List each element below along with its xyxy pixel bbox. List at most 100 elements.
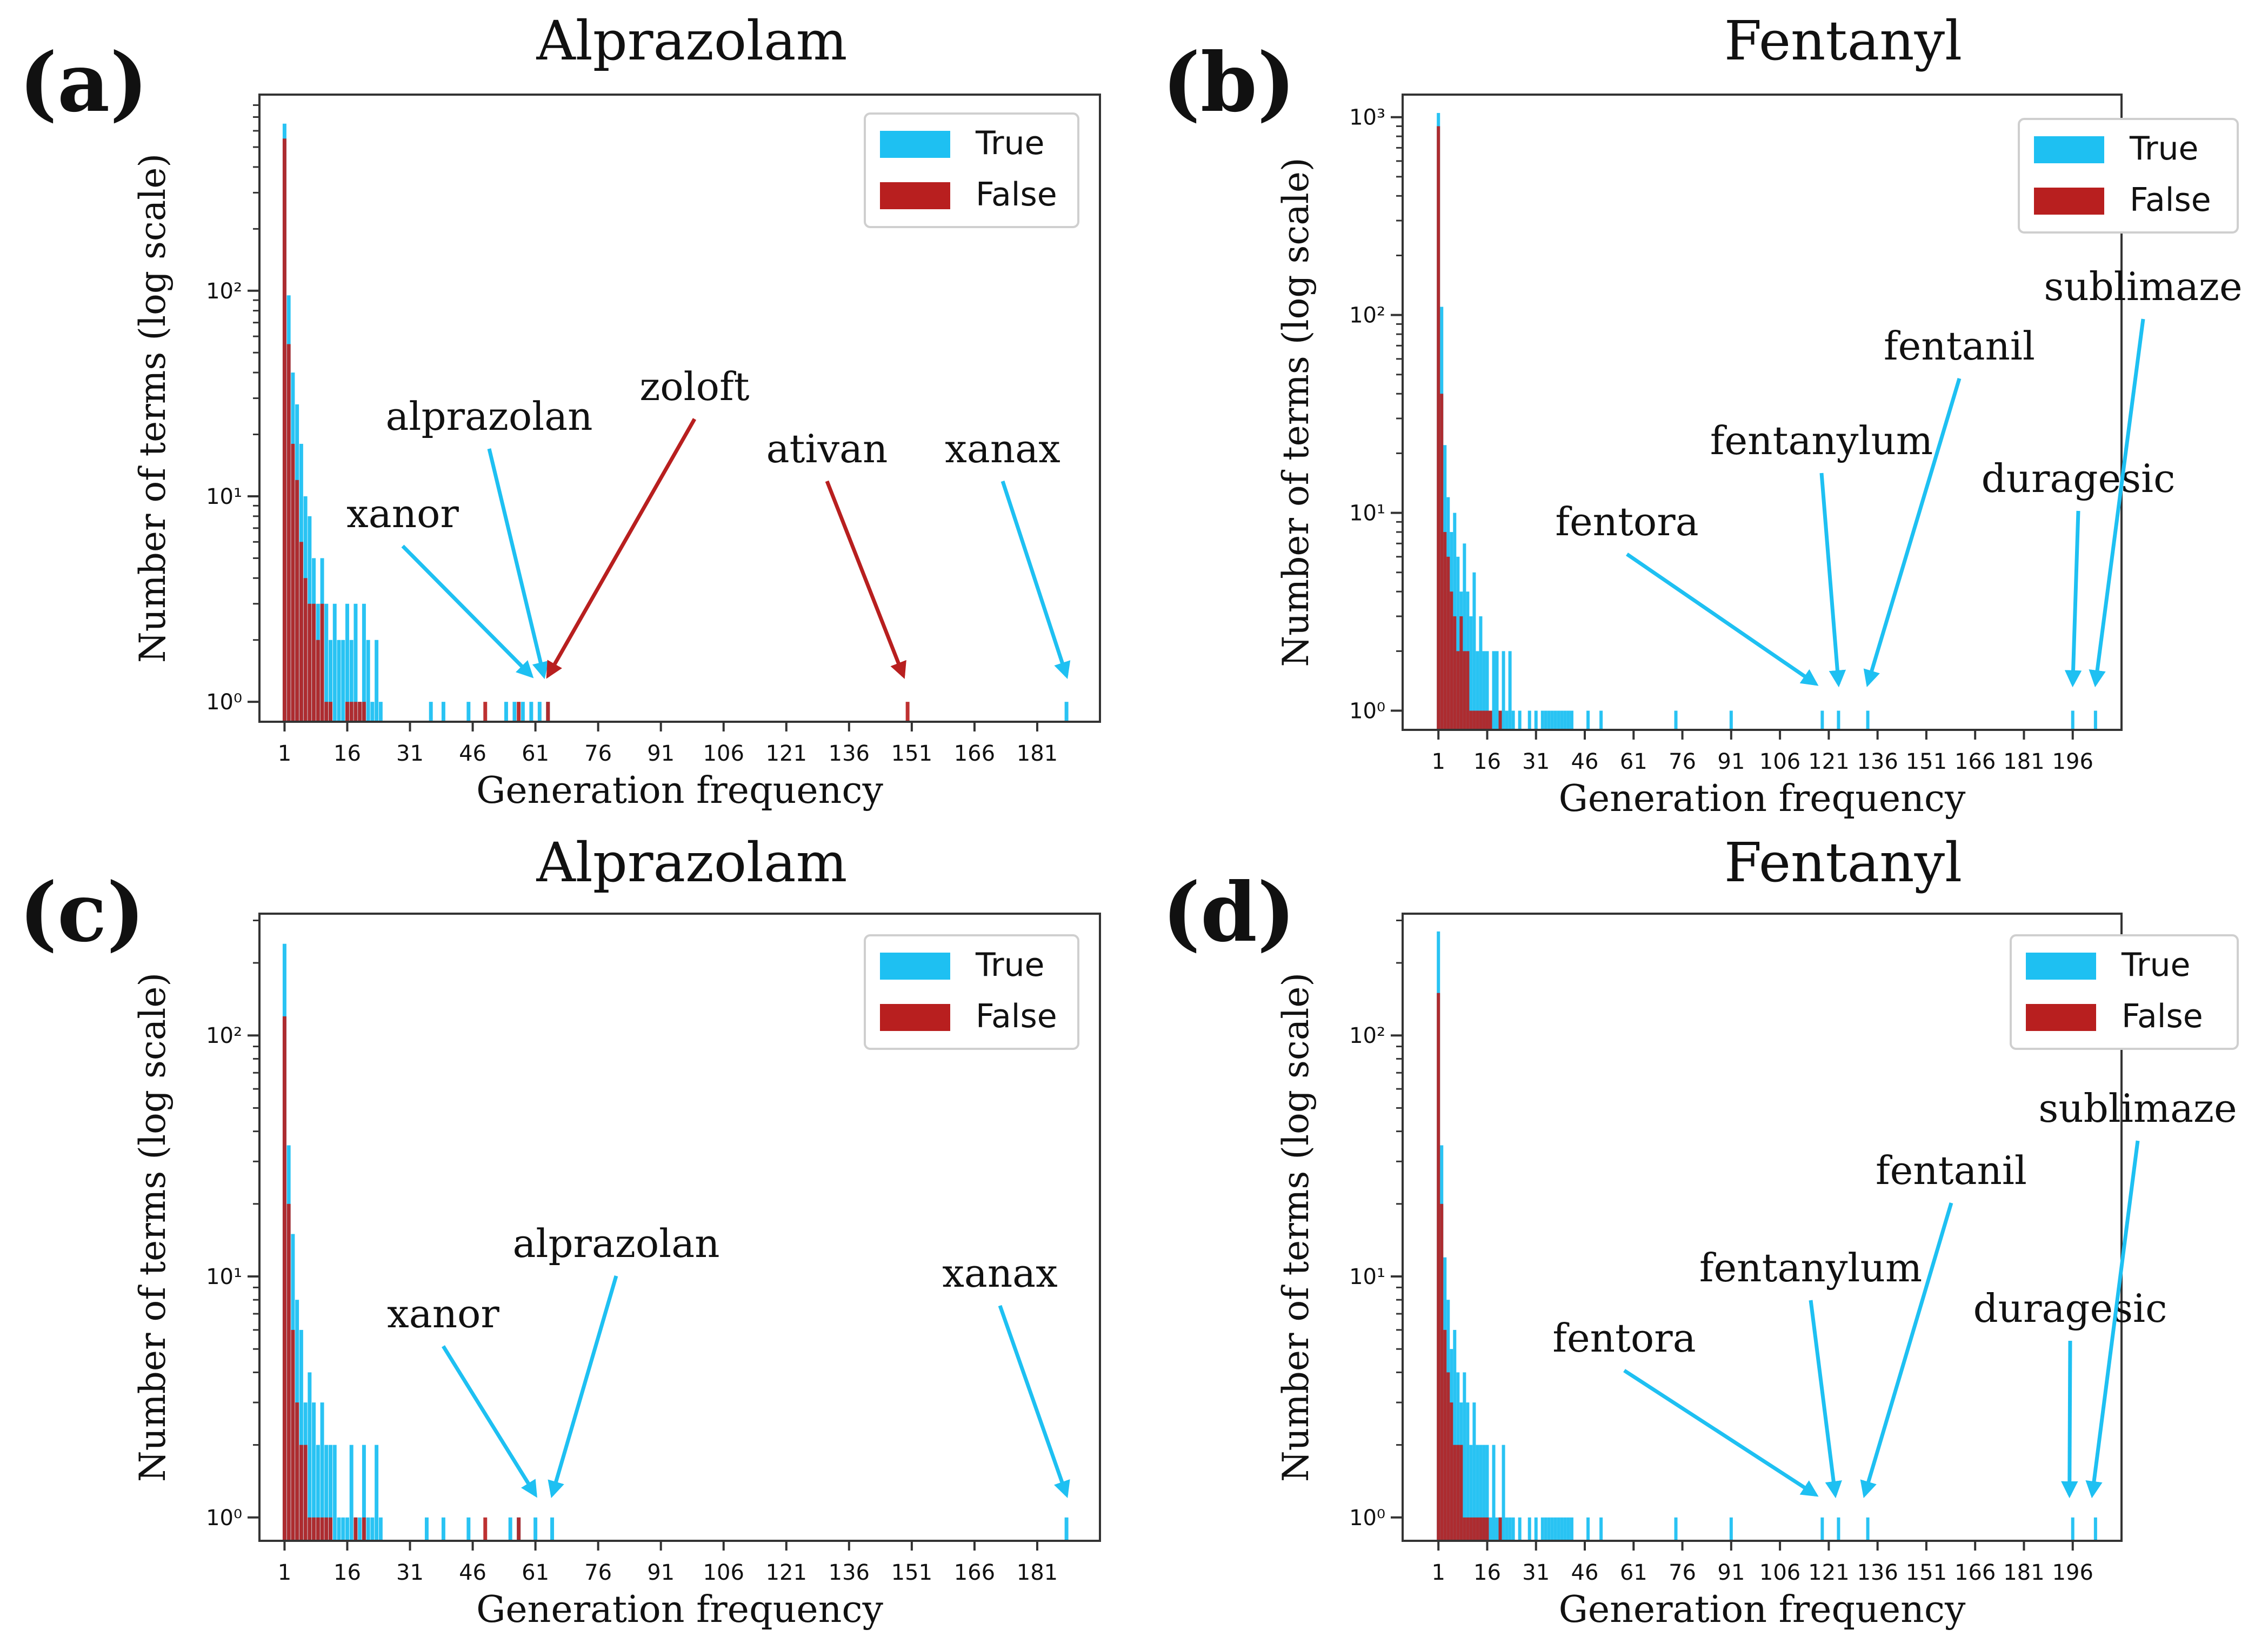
bar-false — [1489, 710, 1492, 730]
bar-true — [1563, 710, 1567, 730]
bar-true — [1453, 1329, 1457, 1541]
legend-label-true: True — [2129, 130, 2198, 168]
bar-false — [1456, 1445, 1460, 1541]
bar-true — [1544, 710, 1547, 730]
bar-false — [1469, 710, 1473, 730]
y-tick-label: 10⁰ — [1349, 1506, 1385, 1531]
bar-true — [1544, 1517, 1547, 1541]
x-tick-label: 1 — [1431, 749, 1445, 774]
x-tick-label: 151 — [891, 741, 932, 766]
bar-true — [332, 603, 337, 722]
y-tick-label: 10⁰ — [1349, 699, 1385, 724]
bar-true — [429, 702, 433, 722]
x-tick-label: 16 — [1473, 749, 1501, 774]
bar-false — [1463, 1517, 1466, 1541]
bar-false — [286, 1203, 291, 1541]
x-tick-label: 166 — [954, 1560, 995, 1585]
bar-true — [324, 603, 329, 722]
y-axis-label: Number of terms (log scale) — [132, 154, 174, 663]
bar-true — [1064, 702, 1069, 722]
bar-true — [1586, 710, 1590, 730]
bar-false — [1463, 651, 1466, 730]
bar-false — [1459, 1445, 1463, 1541]
x-tick-label: 46 — [1571, 749, 1599, 774]
annotation-xanax: xanax — [945, 426, 1071, 679]
bar-true — [324, 1445, 329, 1541]
bar-true — [349, 640, 353, 722]
x-tick-label: 106 — [1759, 1560, 1800, 1585]
annotation-label: sublimaze — [2038, 1086, 2237, 1131]
bar-false — [1485, 1517, 1489, 1541]
bar-true — [521, 702, 525, 722]
y-tick-label: 10² — [206, 1023, 242, 1048]
x-axis-label: Generation frequency — [476, 769, 883, 812]
bar-true — [358, 1517, 362, 1541]
bar-true — [1463, 1372, 1466, 1541]
bar-true — [1534, 1517, 1538, 1541]
bar-false — [1446, 556, 1450, 730]
annotation-fentanylum: fentanylum — [1710, 418, 1933, 688]
bar-true — [1866, 1517, 1870, 1541]
bar-true — [1674, 1517, 1678, 1541]
bar-false — [1498, 1517, 1502, 1541]
annotation-arrow — [998, 1305, 1070, 1498]
x-tick-label: 1 — [1431, 1560, 1445, 1585]
x-tick-label: 106 — [703, 741, 744, 766]
chart-title: Fentanyl — [1724, 9, 1962, 72]
x-tick-label: 16 — [333, 741, 361, 766]
bar-false — [308, 1517, 312, 1541]
panel-label: (b) — [1162, 35, 1296, 130]
bar-true — [1476, 651, 1479, 730]
annotation-label: alprazolan — [513, 1221, 720, 1266]
bar-true — [378, 1517, 383, 1541]
annotation-arrow — [1623, 1369, 1819, 1497]
bar-true — [1729, 710, 1733, 730]
bar-true — [1837, 1517, 1840, 1541]
x-tick-label: 16 — [333, 1560, 361, 1585]
y-axis-label: Number of terms (log scale) — [1275, 973, 1317, 1482]
bar-true — [370, 702, 375, 722]
annotation-sublimaze: sublimaze — [2044, 264, 2243, 688]
bar-true — [1534, 710, 1538, 730]
bar-false — [308, 603, 312, 722]
bar-true — [345, 1517, 349, 1541]
bar-false — [905, 702, 910, 722]
legend-label-false: False — [976, 997, 1057, 1035]
bar-true — [366, 1517, 370, 1541]
bar-false — [299, 542, 303, 722]
legend-swatch-true — [880, 131, 950, 158]
x-tick-label: 31 — [396, 741, 424, 766]
annotation-label: fentora — [1555, 499, 1698, 544]
bar-false — [1446, 1372, 1450, 1541]
series-false — [282, 1016, 521, 1541]
legend: True False — [864, 112, 1079, 228]
bar-true — [1527, 710, 1531, 730]
chart-panel-c: (c) Alprazolam 1 16 31 46 61 76 91 106 121 136 151 16… — [19, 831, 1101, 1631]
x-tick-label: 136 — [829, 1560, 870, 1585]
bar-false — [517, 702, 521, 722]
bar-true — [1553, 710, 1557, 730]
bar-false — [1479, 1517, 1483, 1541]
bar-true — [1557, 1517, 1560, 1541]
bar-false — [1437, 993, 1440, 1541]
x-tick-label: 136 — [829, 741, 870, 766]
bar-true — [1469, 1445, 1473, 1541]
x-tick-label: 181 — [1017, 1560, 1058, 1585]
bar-true — [1674, 710, 1678, 730]
bar-false — [1482, 710, 1486, 730]
bar-false — [291, 443, 295, 722]
bar-false — [316, 640, 320, 722]
bar-false — [358, 702, 362, 722]
x-tick-label: 91 — [647, 1560, 675, 1585]
x-tick-label: 121 — [766, 741, 807, 766]
annotation-label: duragesic — [1973, 1286, 2167, 1331]
annotation-arrow — [1860, 1202, 1953, 1499]
bar-false — [1466, 1517, 1470, 1541]
y-tick-label: 10¹ — [206, 1265, 242, 1289]
bar-true — [329, 1445, 332, 1541]
annotation-duragesic: duragesic — [1982, 456, 2175, 688]
panel-label: (a) — [19, 35, 148, 130]
bar-true — [1505, 710, 1509, 730]
x-tick-label: 196 — [2052, 1560, 2093, 1585]
